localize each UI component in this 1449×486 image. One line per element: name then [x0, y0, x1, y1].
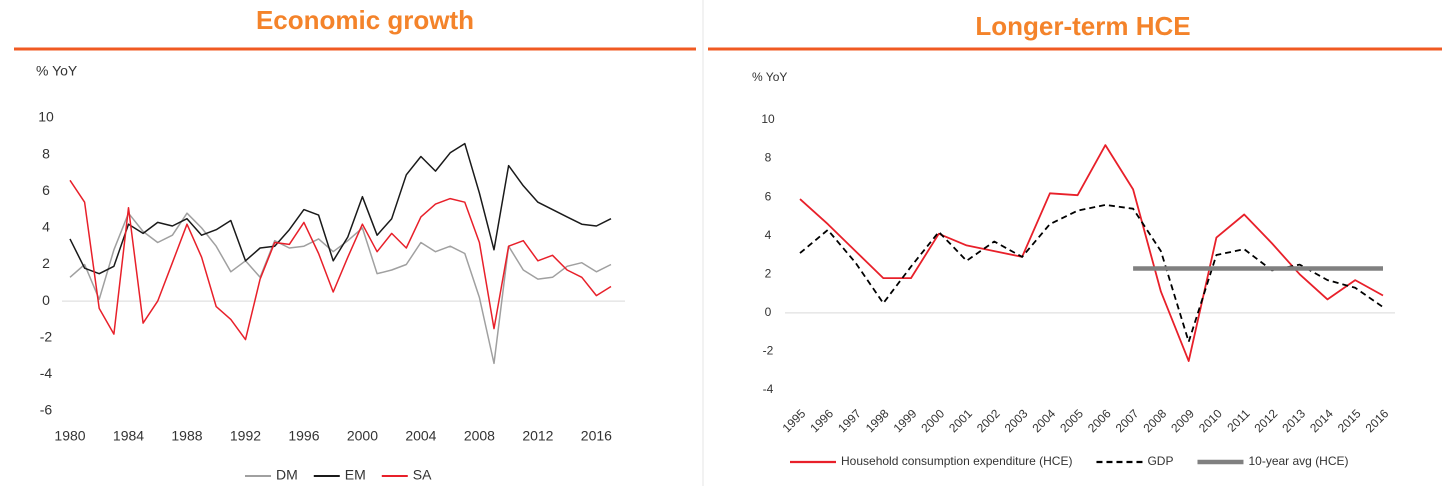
series-line [799, 144, 1384, 362]
y-tick-label: 0 [765, 305, 772, 319]
y-axis-label: % YoY [36, 63, 78, 79]
y-tick-label: 6 [765, 189, 772, 203]
x-tick-label: 2000 [347, 428, 378, 444]
y-tick-label: -4 [763, 382, 774, 396]
y-tick-label: -2 [40, 328, 53, 344]
y-tick-label: 4 [765, 228, 772, 242]
x-tick-label: 2012 [522, 428, 553, 444]
y-tick-label: -6 [40, 402, 53, 418]
y-tick-label: 0 [42, 292, 50, 308]
x-tick-label: 2004 [405, 428, 436, 444]
chart-title: Economic growth [256, 5, 474, 35]
legend-label: DM [276, 467, 298, 483]
y-tick-label: -4 [40, 365, 53, 381]
y-tick-label: 10 [761, 112, 775, 126]
series-line [69, 212, 612, 365]
x-tick-label: 2008 [464, 428, 495, 444]
series-line [69, 179, 612, 341]
chart-title: Longer-term HCE [975, 11, 1190, 41]
x-tick-label: 2016 [581, 428, 612, 444]
series-line [69, 142, 612, 275]
legend-label: GDP [1147, 454, 1173, 468]
y-tick-label: 10 [38, 109, 54, 125]
y-tick-label: 4 [42, 219, 50, 235]
y-tick-label: 2 [42, 255, 50, 271]
legend-label: Household consumption expenditure (HCE) [841, 454, 1072, 468]
y-tick-label: 8 [42, 145, 50, 161]
y-tick-label: 8 [765, 151, 772, 165]
y-tick-label: 2 [765, 266, 772, 280]
y-axis-label: % YoY [752, 70, 787, 84]
legend-label: SA [413, 467, 432, 483]
y-tick-label: -2 [763, 344, 774, 358]
x-tick-label: 1988 [171, 428, 202, 444]
series-line [799, 204, 1384, 343]
x-tick-label: 1980 [54, 428, 85, 444]
y-tick-label: 6 [42, 182, 50, 198]
legend-label: EM [345, 467, 366, 483]
legend-label: 10-year avg (HCE) [1248, 454, 1348, 468]
x-tick-label: 1984 [113, 428, 144, 444]
x-tick-label: 1996 [288, 428, 319, 444]
x-tick-label: 1992 [230, 428, 261, 444]
